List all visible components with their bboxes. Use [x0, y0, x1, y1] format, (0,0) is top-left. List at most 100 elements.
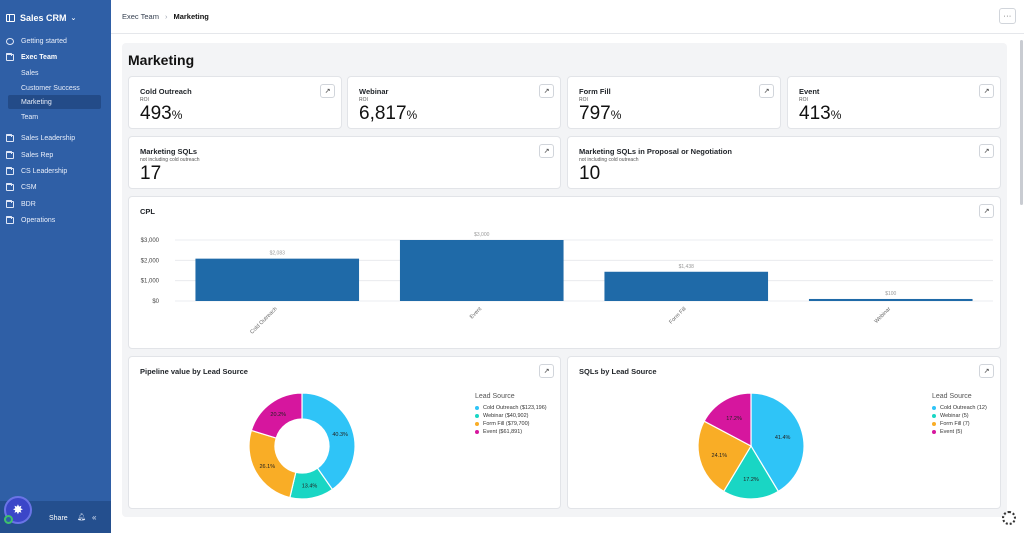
breadcrumb-current: Marketing [173, 12, 209, 21]
legend-item[interactable]: Form Fill ($79,700) [475, 421, 529, 427]
expand-icon[interactable]: ↗ [979, 144, 994, 158]
expand-icon[interactable]: ↗ [539, 84, 554, 98]
sidebar-item-label: Customer Success [21, 84, 80, 92]
sidebar-item-operations[interactable]: Operations [0, 213, 111, 227]
legend-item[interactable]: Webinar (5) [932, 413, 969, 419]
pie-slice[interactable] [722, 444, 780, 500]
legend-swatch [932, 406, 936, 410]
bar-value-label: $2,083 [270, 251, 286, 257]
sidebar-item-label: CSM [21, 183, 37, 191]
kpi-card-cold-outreach: Cold Outreach ROI 493% ↗ [128, 76, 342, 129]
chart-title: Pipeline value by Lead Source [140, 367, 248, 376]
legend-item[interactable]: Cold Outreach ($123,196) [475, 405, 547, 411]
legend-label: Cold Outreach (12) [940, 405, 987, 411]
pie-slice[interactable] [301, 392, 356, 491]
sidebar-item-sales-rep[interactable]: Sales Rep [0, 148, 111, 162]
expand-icon[interactable]: ↗ [979, 364, 994, 378]
bar[interactable] [195, 258, 360, 301]
bell-icon[interactable]: 🔔︎ [77, 514, 86, 521]
kpi-subtitle: ROI [799, 97, 808, 103]
sidebar-item-getting-started[interactable]: Getting started [0, 34, 111, 48]
kpi-subtitle: ROI [579, 97, 588, 103]
pie-slice[interactable] [697, 420, 752, 493]
expand-icon[interactable]: ↗ [979, 204, 994, 218]
kpi-subtitle: not including cold outreach [579, 157, 639, 163]
legend-swatch [475, 430, 479, 434]
sidebar-item-label: Sales [21, 69, 39, 77]
expand-icon[interactable]: ↗ [759, 84, 774, 98]
sidebar-item-cs-leadership[interactable]: CS Leadership [0, 164, 111, 178]
folder-icon [6, 166, 14, 175]
x-tick-label: Cold Outreach [249, 306, 278, 335]
pie-slice[interactable] [750, 392, 805, 493]
x-tick-label: Event [469, 306, 484, 321]
expand-icon[interactable]: ↗ [539, 364, 554, 378]
sidebar: Sales CRM ⌄ Getting started Exec Team Sa… [0, 0, 111, 533]
kpi-title: Cold Outreach [140, 87, 192, 96]
slice-value-label: 13.4% [302, 483, 318, 489]
expand-icon[interactable]: ↗ [320, 84, 335, 98]
slice-value-label: 17.2% [726, 416, 742, 422]
sidebar-item-label: CS Leadership [21, 167, 68, 175]
sidebar-item-team[interactable]: Team [0, 110, 111, 124]
sidebar-item-marketing[interactable]: Marketing [8, 95, 101, 109]
scrollbar[interactable] [1020, 40, 1023, 205]
bar[interactable] [808, 298, 973, 301]
expand-icon[interactable]: ↗ [979, 84, 994, 98]
legend-item[interactable]: Event ($61,891) [475, 429, 522, 435]
legend-item[interactable]: Form Fill (7) [932, 421, 970, 427]
kpi-subtitle: ROI [140, 97, 149, 103]
sparkle-icon: ✸ [12, 502, 24, 517]
kpi-title: Event [799, 87, 820, 96]
legend-label: Event ($61,891) [483, 429, 523, 435]
status-dot [4, 515, 13, 524]
kpi-title: Form Fill [579, 87, 611, 96]
sidebar-item-label: BDR [21, 200, 36, 208]
expand-icon[interactable]: ↗ [539, 144, 554, 158]
sqls-pie-chart: 41.4% 17.2% 24.1% 17.2% [697, 392, 805, 500]
app-switcher[interactable]: Sales CRM ⌄ [0, 0, 111, 36]
kpi-title: Marketing SQLs [140, 147, 198, 156]
legend-item[interactable]: Webinar ($40,902) [475, 413, 528, 419]
chart-title: SQLs by Lead Source [579, 367, 657, 376]
folder-icon [6, 215, 14, 224]
legend-label: Form Fill ($79,700) [483, 421, 530, 427]
breadcrumb: Exec Team › Marketing ··· [111, 0, 1024, 34]
sidebar-item-bdr[interactable]: BDR [0, 197, 111, 211]
collapse-sidebar-icon[interactable]: « [92, 513, 97, 522]
bar[interactable] [604, 271, 769, 301]
pipeline-chart-card: Pipeline value by Lead Source ↗ 40.3% 13.… [128, 356, 561, 509]
sidebar-item-sales-leadership[interactable]: Sales Leadership [0, 131, 111, 145]
kpi-subtitle: ROI [359, 97, 368, 103]
sidebar-item-exec-team[interactable]: Exec Team [0, 50, 111, 64]
sidebar-item-label: Sales Rep [21, 151, 54, 159]
sidebar-item-sales[interactable]: Sales [0, 66, 111, 80]
sidebar-item-csm[interactable]: CSM [0, 180, 111, 194]
pie-slice[interactable] [703, 392, 752, 447]
share-button[interactable]: Share [49, 515, 68, 522]
folder-icon [6, 182, 14, 191]
breadcrumb-parent[interactable]: Exec Team [122, 12, 159, 21]
sqls-chart-card: SQLs by Lead Source ↗ 41.4% 17.2% 24.1% 17.… [567, 356, 1001, 509]
more-options-button[interactable]: ··· [999, 8, 1016, 24]
legend-item[interactable]: Cold Outreach (12) [932, 405, 987, 411]
kpi-value: 10 [579, 163, 601, 184]
legend-swatch [475, 422, 479, 426]
slice-value-label: 40.3% [332, 432, 348, 438]
y-tick-label: $2,000 [141, 258, 160, 264]
kpi-value: 413% [799, 103, 842, 124]
kpi-card-sqls-in-proposal: Marketing SQLs in Proposal or Negotiatio… [567, 136, 1001, 189]
sidebar-item-customer-success[interactable]: Customer Success [0, 81, 111, 95]
legend-label: Cold Outreach ($123,196) [483, 405, 547, 411]
legend-swatch [475, 406, 479, 410]
x-tick-label: Webinar [874, 306, 893, 325]
bar[interactable] [399, 240, 564, 301]
pie-slice[interactable] [250, 392, 303, 439]
y-tick-label: $1,000 [141, 279, 160, 285]
sidebar-item-label: Getting started [21, 37, 67, 45]
kpi-value: 797% [579, 103, 622, 124]
legend-item[interactable]: Event (5) [932, 429, 962, 435]
folder-icon [6, 199, 14, 208]
slice-value-label: 26.1% [259, 464, 275, 470]
cpl-chart-card: CPL ↗ $0 $1,000 $2,000 $3,000 $2,083 Cold Out… [128, 196, 1001, 349]
